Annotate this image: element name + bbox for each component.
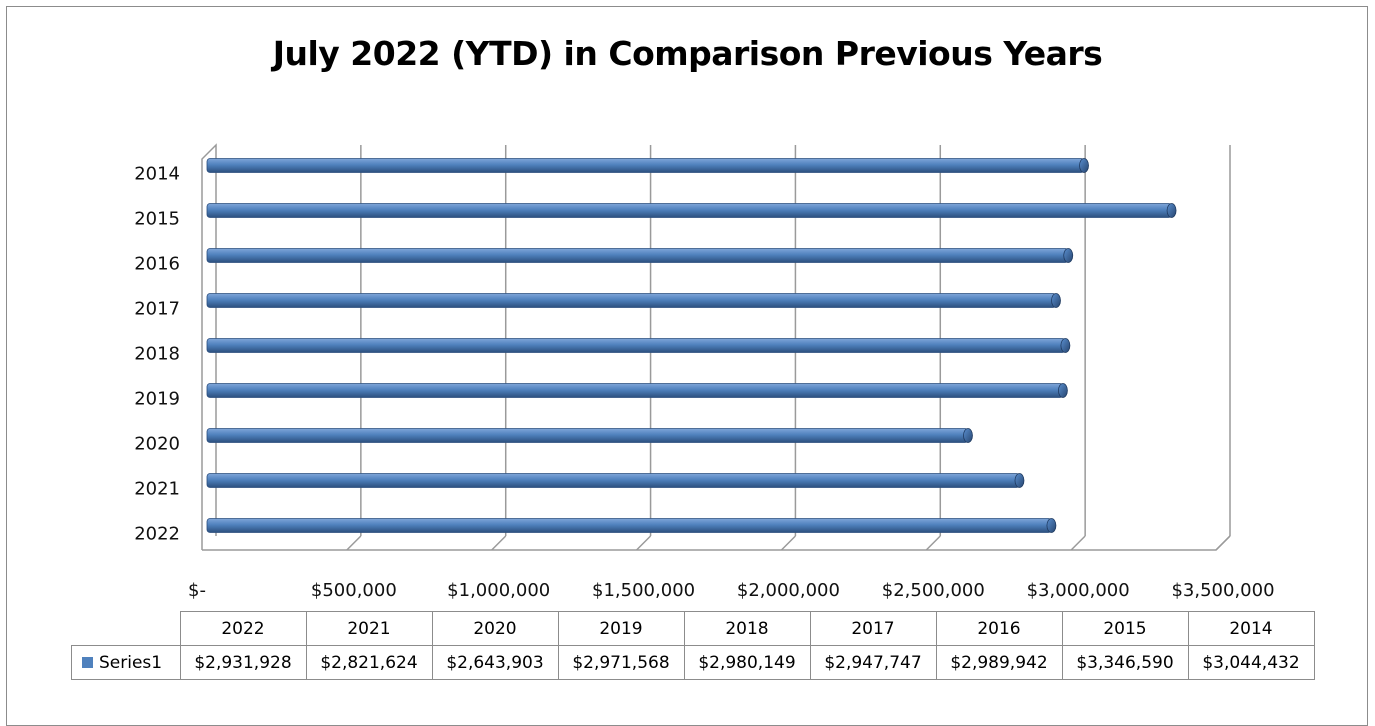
data-table-year-2018: 2018 [683, 611, 811, 646]
bar-body [206, 293, 1057, 308]
y-tick-label: 2022 [134, 524, 180, 545]
x-tick-label: $3,000,000 [1027, 580, 1130, 601]
y-tick-label: 2014 [134, 164, 180, 185]
bar-cap [1079, 158, 1089, 173]
data-table-year-2020: 2020 [431, 611, 559, 646]
chart-title: July 2022 (YTD) in Comparison Previous Y… [272, 34, 1103, 73]
y-tick-label: 2017 [134, 299, 180, 320]
data-table-year-2022: 2022 [179, 611, 307, 646]
x-tick-label: $2,000,000 [737, 580, 840, 601]
bar-cap [1058, 383, 1068, 398]
y-tick-label: 2018 [134, 344, 180, 365]
bar-body [206, 383, 1064, 398]
gridline-floor [636, 535, 652, 551]
bar-cap [1166, 203, 1177, 218]
bar-2014 [206, 158, 1089, 173]
bar-body [206, 338, 1066, 353]
y-axis-labels: 2022 2021 2020 2019 2018 2017 2016 2015 2014 [134, 164, 180, 545]
y-tick-label: 2016 [134, 254, 180, 275]
bar-body [206, 158, 1085, 173]
floor-line [202, 535, 1231, 551]
x-tick-label: $2,500,000 [882, 580, 985, 601]
bars [206, 158, 1177, 533]
data-table-value-2018: $2,980,149 [683, 645, 811, 680]
bar-cap [1014, 473, 1025, 488]
bar-2022 [206, 518, 1057, 533]
data-table-year-2019: 2019 [557, 611, 685, 646]
bar-2016 [206, 248, 1074, 263]
data-table-value-2015: $3,346,590 [1061, 645, 1189, 680]
bar-cap [1063, 248, 1074, 263]
gridline-floor [1070, 535, 1086, 551]
data-table-value-2022: $2,931,928 [179, 645, 307, 680]
legend-label: Series1 [99, 652, 163, 673]
data-table-series-row: Series1 $2,931,928 $2,821,624 $2,643,903 $2… [71, 645, 1315, 680]
bar-body [206, 248, 1069, 263]
y-tick-label: 2021 [134, 479, 180, 500]
bar-body [206, 473, 1020, 488]
gridline-floor [780, 535, 796, 551]
data-table-year-2017: 2017 [809, 611, 937, 646]
data-table-value-2021: $2,821,624 [305, 645, 433, 680]
data-table-header-row: 2022 2021 2020 2019 2018 2017 2016 2015 2014 [71, 611, 1315, 646]
x-tick-label: $1,500,000 [592, 580, 695, 601]
data-table-value-2014: $3,044,432 [1187, 645, 1315, 680]
gridline-floor [925, 535, 941, 551]
legend-swatch [82, 657, 93, 668]
data-table-corner [71, 611, 181, 646]
x-tick-label: $- [188, 580, 206, 601]
bar-2019 [206, 383, 1068, 398]
gridline-floor [491, 535, 507, 551]
bar-cap [963, 428, 973, 443]
bar-cap [1060, 338, 1071, 353]
bar-2017 [206, 293, 1061, 308]
y-tick-label: 2020 [134, 434, 180, 455]
data-table-value-2017: $2,947,747 [809, 645, 937, 680]
y-tick-label: 2019 [134, 389, 180, 410]
bar-body [206, 203, 1172, 218]
gridline-floor [346, 535, 362, 551]
x-tick-label: $3,500,000 [1171, 580, 1274, 601]
data-table-year-2015: 2015 [1061, 611, 1189, 646]
bar-2015 [206, 203, 1177, 218]
x-tick-label: $1,000,000 [447, 580, 550, 601]
bar-2021 [206, 473, 1025, 488]
data-table-year-2014: 2014 [1187, 611, 1315, 646]
bar-cap [1046, 518, 1057, 533]
y-tick-label: 2015 [134, 209, 180, 230]
bar-2018 [206, 338, 1071, 353]
bar-body [206, 428, 969, 443]
chart-frame [6, 6, 1368, 726]
data-table-year-2016: 2016 [935, 611, 1063, 646]
bar-2020 [206, 428, 973, 443]
data-table-year-2021: 2021 [305, 611, 433, 646]
data-table: 2022 2021 2020 2019 2018 2017 2016 2015 2014 Ser… [71, 611, 1315, 680]
bar-cap [1051, 293, 1061, 308]
data-table-value-2020: $2,643,903 [431, 645, 559, 680]
x-axis-labels: $- $500,000 $1,000,000 $1,500,000 $2,000,000… [188, 580, 1275, 601]
legend-entry: Series1 [71, 645, 181, 680]
data-table-value-2016: $2,989,942 [935, 645, 1063, 680]
x-tick-label: $500,000 [311, 580, 397, 601]
bar-body [206, 518, 1052, 533]
data-table-value-2019: $2,971,568 [557, 645, 685, 680]
